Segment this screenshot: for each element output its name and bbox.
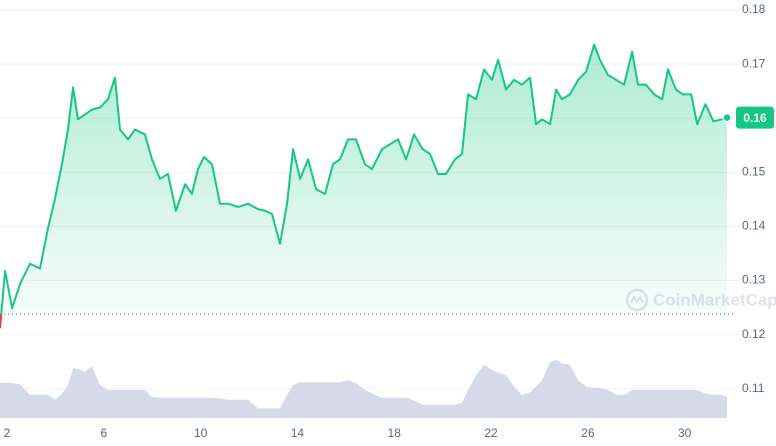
price-badge — [736, 106, 774, 129]
y-tick-label: 0.17 — [742, 56, 766, 70]
y-tick-label: 0.14 — [742, 219, 766, 233]
x-tick-label: 14 — [291, 426, 305, 440]
y-tick-label: 0.13 — [742, 273, 766, 287]
y-tick-label: 0.12 — [742, 327, 766, 341]
y-tick-label: 0.11 — [742, 381, 765, 395]
volume-area — [0, 359, 727, 418]
last-point — [722, 112, 732, 123]
x-tick-label: 22 — [484, 426, 498, 440]
x-tick-label: 2 — [4, 426, 11, 440]
price-line — [0, 43, 728, 329]
watermark-text: CoinMarketCap — [653, 290, 776, 309]
x-tick-label: 10 — [194, 426, 208, 440]
y-tick-label: 0.18 — [742, 2, 766, 16]
x-tick-label: 30 — [678, 426, 692, 440]
y-tick-label: 0.15 — [742, 165, 766, 179]
price-area — [0, 44, 727, 329]
price-badge-label: 0.16 — [743, 111, 767, 125]
watermark: CoinMarketCap — [625, 288, 776, 312]
x-tick-label: 26 — [581, 426, 595, 440]
x-tick-label: 18 — [388, 426, 402, 440]
x-tick-label: 6 — [100, 426, 107, 440]
